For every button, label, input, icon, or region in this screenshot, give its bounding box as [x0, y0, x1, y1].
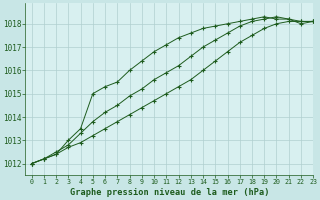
X-axis label: Graphe pression niveau de la mer (hPa): Graphe pression niveau de la mer (hPa) — [69, 188, 269, 197]
